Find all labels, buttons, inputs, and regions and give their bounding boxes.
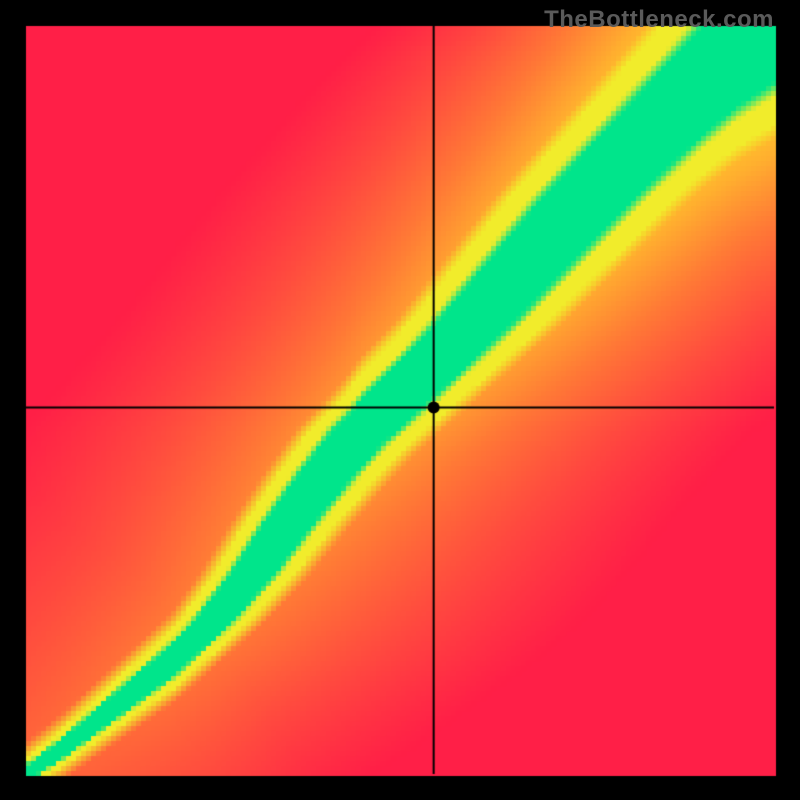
chart-container: { "meta": { "watermark_text": "TheBottle… (0, 0, 800, 800)
watermark-text: TheBottleneck.com (544, 6, 774, 34)
bottleneck-heatmap (0, 0, 800, 800)
